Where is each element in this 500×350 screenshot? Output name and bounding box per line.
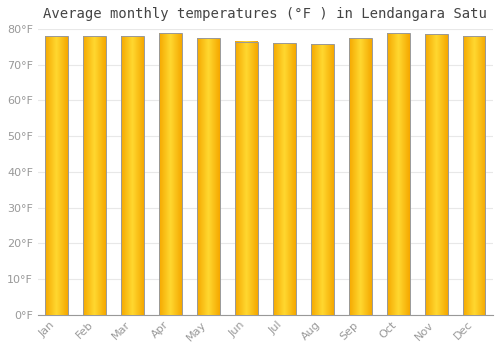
Bar	[425, 34, 448, 315]
Bar	[84, 36, 106, 315]
Bar	[349, 38, 372, 315]
Bar	[197, 38, 220, 315]
Title: Average monthly temperatures (°F ) in Lendangara Satu: Average monthly temperatures (°F ) in Le…	[44, 7, 488, 21]
Bar	[273, 43, 296, 315]
Bar	[462, 36, 485, 315]
Bar	[311, 44, 334, 315]
Bar	[122, 36, 144, 315]
Bar	[46, 36, 68, 315]
Bar	[387, 33, 409, 315]
Bar	[159, 33, 182, 315]
Bar	[235, 42, 258, 315]
